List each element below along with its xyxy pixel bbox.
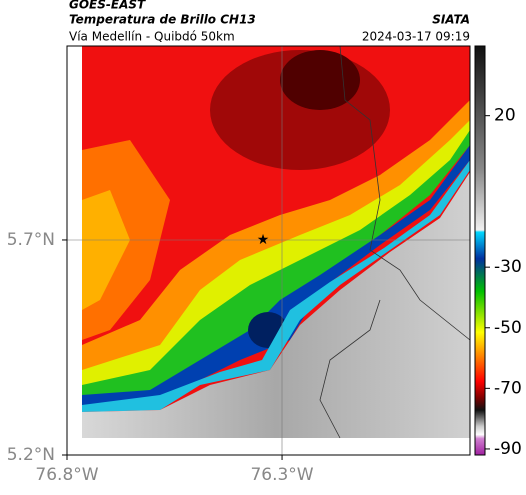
map-frame	[66, 45, 471, 456]
subtitle: Temperatura de Brillo CH13	[69, 13, 256, 27]
colorbar-tick-label: -70	[494, 378, 522, 398]
colorbar-tick-label: 20	[494, 106, 516, 126]
colorbar	[474, 45, 486, 456]
map-image: ★	[67, 45, 471, 455]
source: SIATA	[432, 13, 470, 27]
y-tick-label: 5.2°N	[7, 445, 55, 465]
x-tick-label: 76.3°W	[250, 465, 313, 485]
region: Vía Medellín - Quibdó 50km	[69, 30, 235, 44]
colorbar-tick-label: -30	[494, 257, 522, 277]
datetime: 2024-03-17 09:19	[362, 30, 470, 44]
x-tick-label: 76.8°W	[35, 465, 98, 485]
svg-text:★: ★	[257, 232, 270, 248]
colorbar-tick-label: -90	[494, 439, 522, 459]
y-tick-label: 5.7°N	[7, 230, 55, 250]
title: GOES-EAST	[69, 0, 146, 12]
colorbar-tick-label: -50	[494, 318, 522, 338]
